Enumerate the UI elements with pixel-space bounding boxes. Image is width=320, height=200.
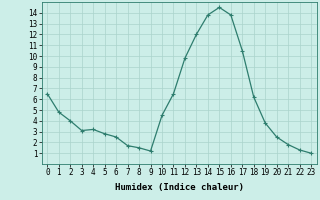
X-axis label: Humidex (Indice chaleur): Humidex (Indice chaleur) [115,183,244,192]
